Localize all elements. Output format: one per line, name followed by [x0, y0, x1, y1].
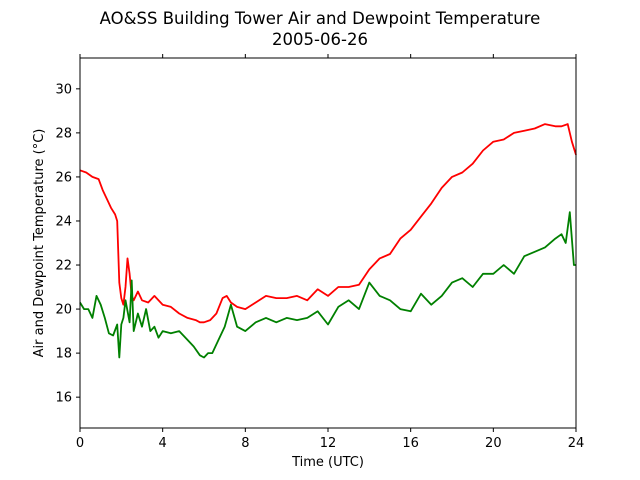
x-tick-label: 16 [402, 436, 419, 451]
chart-subtitle: 2005-06-26 [272, 30, 368, 49]
chart-title: AO&SS Building Tower Air and Dewpoint Te… [100, 9, 541, 28]
x-tick-label: 12 [320, 436, 337, 451]
y-tick-label: 16 [55, 391, 72, 406]
x-tick-label: 0 [76, 436, 84, 451]
series-line-0 [79, 123, 577, 324]
y-axis-label: Air and Dewpoint Temperature (°C) [32, 129, 47, 358]
plot-area [79, 57, 577, 429]
series-layer [79, 123, 577, 359]
y-tick-label: 26 [55, 170, 72, 185]
series-line-1 [79, 211, 576, 359]
x-tick-label: 24 [568, 436, 585, 451]
y-tick-label: 28 [55, 126, 72, 141]
x-axis: 0 4 8 12 16 20 24 [76, 54, 584, 451]
y-axis: 16 18 20 22 24 26 28 30 [55, 82, 80, 406]
y-tick-label: 30 [55, 82, 72, 97]
x-axis-label: Time (UTC) [291, 455, 364, 470]
y-tick-label: 22 [55, 259, 72, 274]
x-tick-label: 8 [241, 436, 249, 451]
x-tick-label: 20 [485, 436, 502, 451]
y-tick-label: 20 [55, 303, 72, 318]
y-tick-label: 24 [55, 214, 72, 229]
x-tick-label: 4 [159, 436, 167, 451]
plot-frame [79, 57, 577, 429]
y-tick-label: 18 [55, 347, 72, 362]
